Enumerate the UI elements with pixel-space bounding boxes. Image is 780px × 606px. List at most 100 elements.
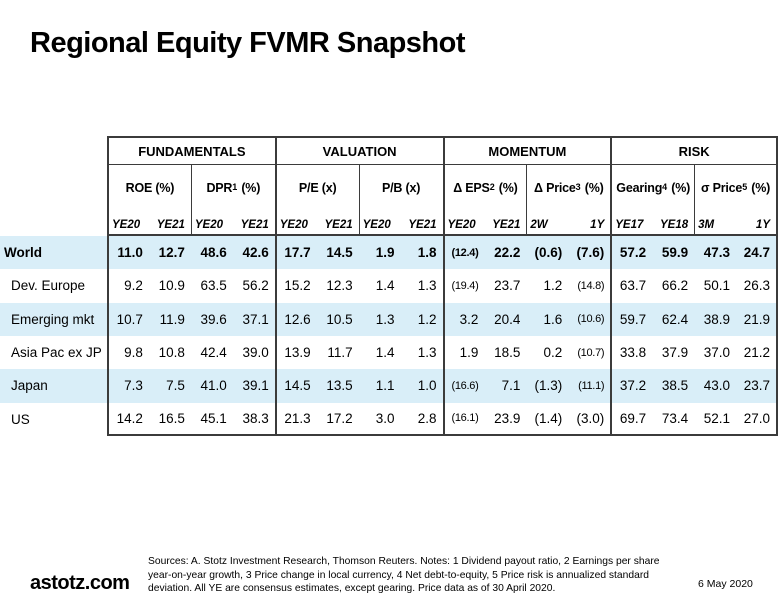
- col-header: YE20: [442, 210, 485, 236]
- value-cell: 21.9: [736, 302, 778, 336]
- value-cell: 9.8: [107, 335, 149, 370]
- value-cell: 11.0: [107, 236, 149, 270]
- value-cell: 14.2: [107, 402, 149, 436]
- metric-header: Δ EPS 2 (%): [442, 165, 527, 210]
- value-cell: (12.4): [442, 236, 485, 270]
- value-cell: 42.6: [232, 236, 275, 270]
- col-header: 3M: [694, 210, 737, 236]
- value-cell: 39.6: [190, 302, 233, 336]
- group-header-momentum: MOMENTUM: [442, 136, 611, 165]
- value-cell: 2.8: [400, 403, 443, 436]
- value-cell: 1.3: [358, 302, 401, 336]
- metric-header: ROE (%): [107, 165, 191, 210]
- group-header-fundamentals: FUNDAMENTALS: [107, 136, 275, 165]
- value-cell: 10.7: [107, 302, 149, 336]
- value-cell: (0.6): [526, 236, 569, 270]
- value-cell: 37.2: [610, 369, 653, 403]
- value-cell: 73.4: [652, 403, 695, 436]
- value-cell: 37.9: [661, 345, 689, 361]
- value-cell: 1.8: [400, 236, 443, 270]
- metric-header: σ Price 5 (%): [694, 165, 778, 210]
- value-cell: 12.6: [274, 302, 317, 336]
- group-header-risk: RISK: [610, 136, 778, 165]
- row-label: World: [0, 236, 107, 270]
- col-header: YE21: [484, 210, 527, 236]
- value-cell: 37.0: [703, 345, 731, 361]
- header-corner: [0, 136, 107, 165]
- value-cell: 63.7: [610, 269, 652, 303]
- col-header: YE20: [358, 210, 401, 236]
- value-cell: 17.2: [316, 403, 359, 436]
- value-cell: 13.9: [274, 335, 317, 370]
- value-cell: 50.1: [703, 278, 731, 294]
- value-cell: 38.3: [232, 403, 275, 436]
- value-cell: (19.4): [442, 269, 485, 303]
- value-cell: 9.2: [107, 269, 149, 303]
- value-cell: 1.3: [417, 345, 437, 361]
- page-title: Regional Equity FVMR Snapshot: [30, 27, 466, 59]
- value-cell: 62.4: [652, 302, 695, 336]
- value-cell: (11.1): [568, 369, 611, 403]
- group-header-valuation: VALUATION: [274, 136, 443, 165]
- value-cell: 1.3: [417, 278, 437, 294]
- col-header: YE21: [400, 210, 443, 236]
- row-label: Japan: [0, 369, 107, 403]
- row-label: US: [11, 411, 30, 427]
- col-header: YE20: [107, 210, 149, 236]
- value-cell: 69.7: [610, 402, 653, 436]
- value-cell: 1.2: [400, 302, 443, 336]
- value-cell: 56.2: [242, 278, 269, 294]
- value-cell: 59.9: [652, 236, 695, 270]
- value-cell: 27.0: [736, 402, 778, 436]
- metric-header: P/E (x): [274, 165, 359, 210]
- value-cell: 1.9: [358, 236, 401, 270]
- value-cell: 10.8: [158, 345, 185, 361]
- value-cell: (10.6): [568, 302, 611, 336]
- value-cell: 3.2: [442, 302, 485, 336]
- value-cell: 43.0: [694, 369, 737, 403]
- value-cell: 41.0: [190, 369, 233, 403]
- value-cell: 37.1: [232, 302, 275, 336]
- value-cell: 13.5: [316, 369, 359, 403]
- row-label: Dev. Europe: [11, 278, 86, 294]
- value-cell: 1.9: [442, 335, 485, 370]
- value-cell: 23.9: [484, 403, 527, 436]
- value-cell: 15.2: [274, 269, 317, 303]
- value-cell: (14.8): [577, 279, 605, 292]
- value-cell: 23.7: [494, 278, 521, 294]
- value-cell: 24.7: [736, 236, 778, 270]
- header-corner: [0, 165, 107, 210]
- value-cell: 14.5: [274, 369, 317, 403]
- value-cell: 0.2: [543, 345, 563, 361]
- col-header: YE17: [610, 210, 653, 236]
- value-cell: (3.0): [568, 403, 611, 436]
- col-header: YE18: [652, 210, 695, 236]
- value-cell: 7.3: [107, 369, 149, 403]
- value-cell: 12.3: [326, 278, 353, 294]
- value-cell: 47.3: [694, 236, 737, 270]
- value-cell: 26.3: [736, 269, 778, 303]
- date-label: 6 May 2020: [698, 578, 753, 590]
- metric-header: Gearing 4 (%): [610, 165, 694, 210]
- col-header: 1Y: [568, 210, 611, 236]
- value-cell: (16.6): [442, 369, 485, 403]
- metric-header: DPR 1 (%): [190, 165, 275, 210]
- value-cell: 3.0: [358, 403, 401, 436]
- value-cell: 63.5: [200, 278, 227, 294]
- value-cell: 48.6: [190, 236, 233, 270]
- col-header: YE21: [232, 210, 275, 236]
- value-cell: 20.4: [484, 302, 527, 336]
- value-cell: (16.1): [442, 402, 485, 436]
- value-cell: 11.9: [148, 302, 191, 336]
- col-header: YE21: [148, 210, 191, 236]
- value-cell: 21.3: [274, 402, 317, 436]
- value-cell: 1.0: [400, 369, 443, 403]
- value-cell: 52.1: [694, 403, 737, 436]
- value-cell: 57.2: [610, 236, 653, 270]
- value-cell: 11.7: [327, 345, 353, 361]
- value-cell: 45.1: [190, 403, 233, 436]
- value-cell: 59.7: [610, 302, 653, 336]
- header-corner: [0, 210, 107, 236]
- value-cell: 1.6: [526, 302, 569, 336]
- value-cell: 42.4: [200, 345, 227, 361]
